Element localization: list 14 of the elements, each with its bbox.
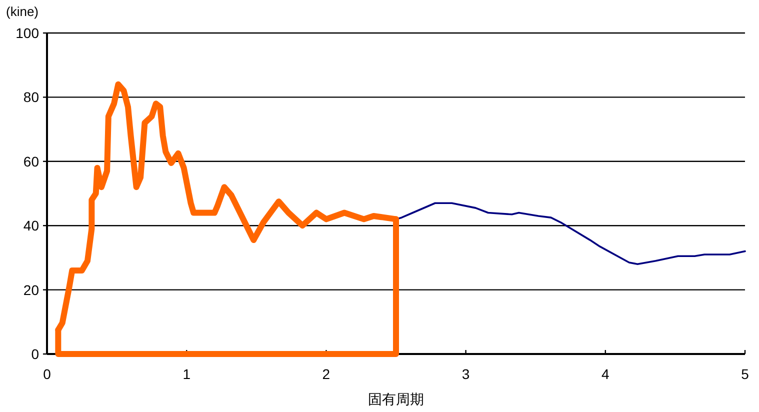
y-tick-label: 40	[23, 218, 40, 234]
y-tick-label: 0	[31, 346, 40, 362]
x-tick-label: 5	[741, 366, 750, 382]
y-axis-title: (kine)	[6, 4, 39, 19]
x-tick-label: 4	[602, 366, 610, 382]
y-tick-label: 100	[16, 25, 40, 41]
y-tick-label: 60	[23, 153, 40, 170]
x-tick-label: 0	[43, 366, 52, 382]
x-axis-title: 固有周期	[368, 391, 424, 407]
x-tick-label: 2	[322, 366, 330, 382]
x-tick-label: 1	[182, 366, 191, 382]
y-tick-label: 80	[23, 89, 40, 106]
x-tick-label: 3	[462, 366, 470, 382]
y-tick-label: 20	[23, 282, 40, 298]
